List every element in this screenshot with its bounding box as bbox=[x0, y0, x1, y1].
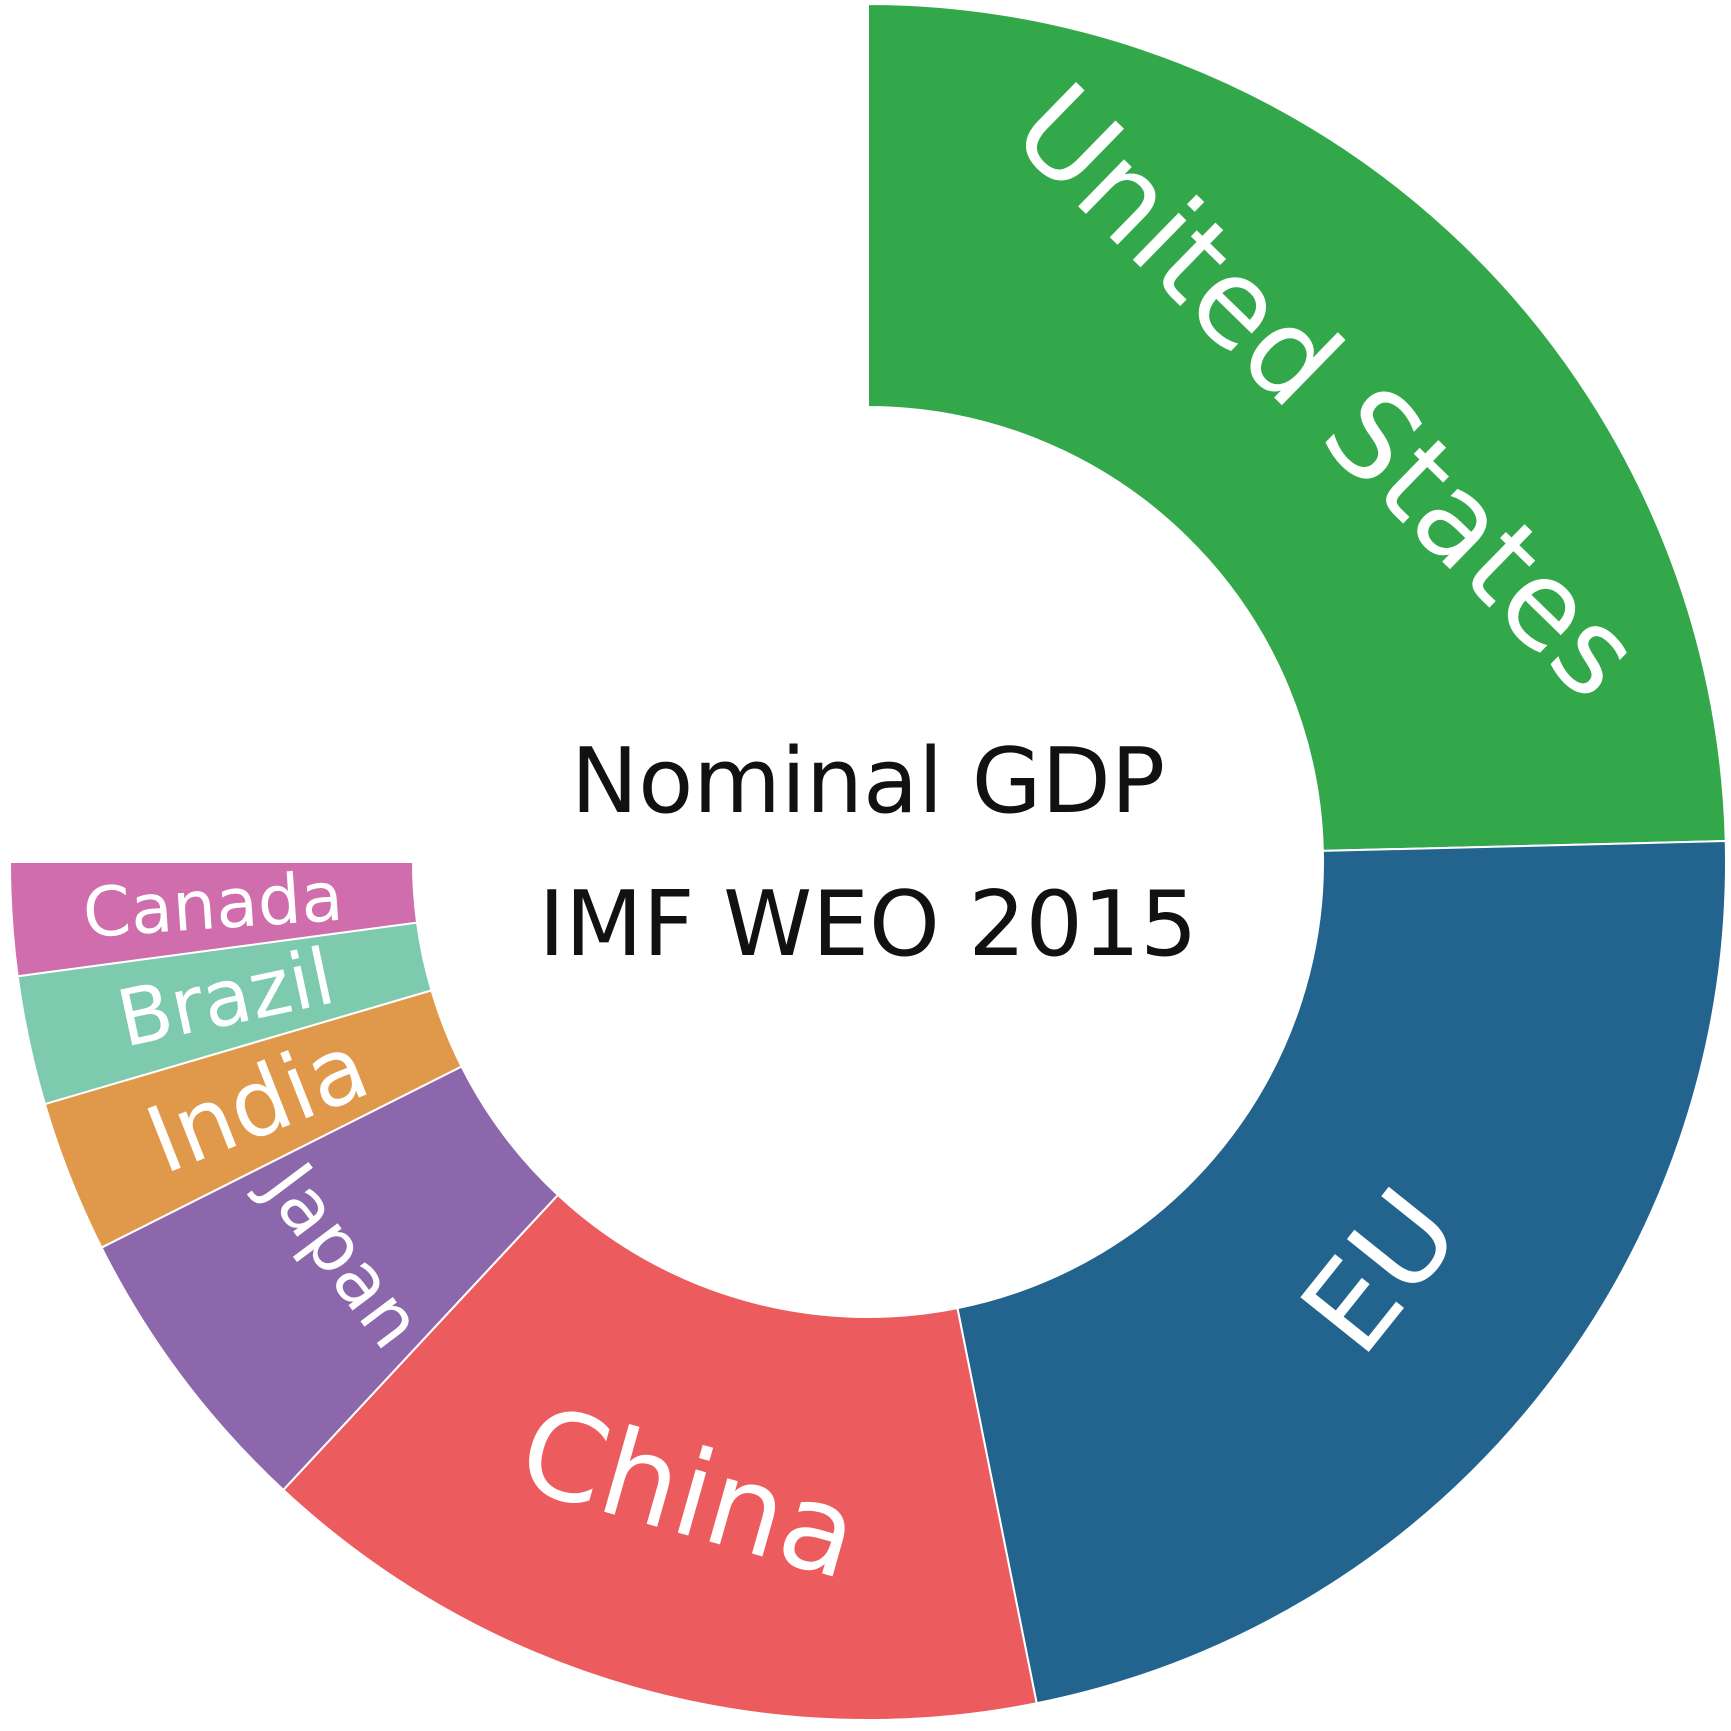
slice-canada bbox=[8, 861, 419, 978]
slice-united-states bbox=[867, 2, 1727, 852]
slices-group bbox=[8, 2, 1727, 1721]
chart-title-line-2: IMF WEO 2015 bbox=[539, 872, 1198, 977]
slice-label-canada: Canada bbox=[80, 858, 345, 954]
slice-eu bbox=[956, 840, 1727, 1705]
chart-title-line-1: Nominal GDP bbox=[571, 729, 1165, 834]
slice-china bbox=[281, 1193, 1038, 1721]
